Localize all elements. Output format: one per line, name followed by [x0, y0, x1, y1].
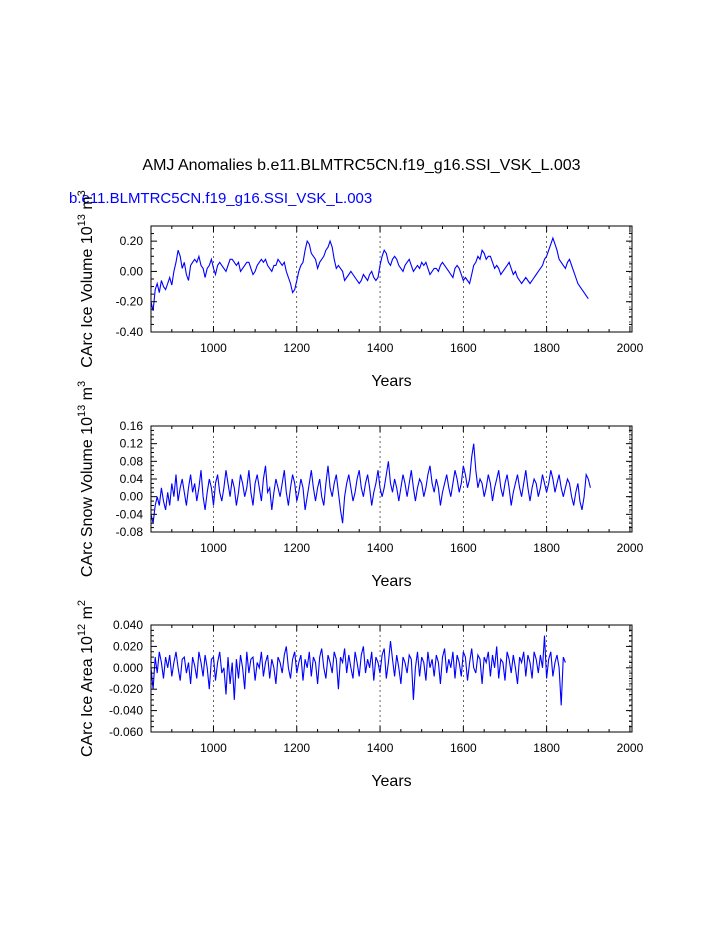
- x-tick-label: 2000: [617, 541, 644, 555]
- y-axis-label: CArc Ice Volume 1013 m3: [76, 190, 96, 368]
- x-tick-label: 1600: [450, 741, 477, 755]
- x-tick-label: 1600: [450, 541, 477, 555]
- y-tick-label: 0.16: [120, 419, 144, 433]
- y-tick-label: 0.000: [113, 661, 143, 675]
- x-axis-label: Years: [371, 373, 411, 390]
- data-series-line: [150, 635, 566, 706]
- y-tick-label: 0.040: [113, 618, 143, 632]
- x-tick-label: 1800: [533, 341, 560, 355]
- y-tick-label: 0.020: [113, 639, 143, 653]
- y-axis-label-unit-exponent: 2: [76, 600, 88, 606]
- y-axis-label-unit-exponent: 3: [76, 190, 88, 196]
- y-tick-label: -0.060: [109, 725, 143, 739]
- data-series-line: [150, 443, 591, 524]
- y-axis-label: CArc Snow Volume 1013 m3: [76, 381, 96, 577]
- ice-area-panel: 1000 1200 1400 1600 1800 2000 -0.060 -0.040 -0.0…: [76, 600, 644, 790]
- y-axis-label-unit: m: [79, 196, 96, 214]
- x-tick-label: 1400: [367, 541, 394, 555]
- y-axis-label-exponent: 13: [76, 214, 88, 226]
- y-tick-label: -0.020: [109, 682, 143, 696]
- x-tick-label: 1400: [367, 741, 394, 755]
- x-tick-label: 1400: [367, 341, 394, 355]
- x-tick-label: 1000: [200, 741, 227, 755]
- y-axis-label-unit: m: [79, 606, 96, 624]
- plot-frame: [150, 225, 633, 333]
- subtitle: b.e11.BLMTRC5CN.f19_g16.SSI_VSK_L.003: [69, 190, 373, 207]
- main-title: AMJ Anomalies b.e11.BLMTRC5CN.f19_g16.SS…: [142, 157, 581, 174]
- y-tick-label: -0.20: [116, 295, 144, 309]
- ice-volume-panel: 1000 1200 1400 1600 1800 2000 -0.40 -0.20 0.00 0.…: [76, 190, 644, 390]
- x-tick-label: 2000: [617, 741, 644, 755]
- y-tick-label: -0.040: [109, 704, 143, 718]
- y-tick-label: 0.08: [120, 454, 144, 468]
- y-axis-label-main: CArc Ice Volume 10: [79, 226, 96, 368]
- y-axis-label-main: CArc Snow Volume 10: [79, 417, 96, 577]
- x-tick-label: 1600: [450, 341, 477, 355]
- y-tick-label: -0.08: [116, 525, 144, 539]
- y-tick-label: 0.04: [120, 472, 144, 486]
- x-tick-label: 1000: [200, 541, 227, 555]
- y-tick-label: 0.00: [120, 490, 144, 504]
- y-tick-label: -0.04: [116, 507, 144, 521]
- y-tick-label: 0.20: [120, 234, 144, 248]
- y-axis-label-main: CArc Ice Area 10: [79, 636, 96, 757]
- x-axis-label: Years: [371, 773, 411, 790]
- y-axis-label-exponent: 12: [76, 624, 88, 636]
- x-tick-label: 1200: [283, 541, 310, 555]
- y-tick-label: 0.00: [120, 264, 144, 278]
- y-tick-label: 0.12: [120, 437, 144, 451]
- y-axis-label-exponent: 13: [76, 405, 88, 417]
- y-tick-label: -0.40: [116, 325, 144, 339]
- x-tick-label: 1800: [533, 741, 560, 755]
- y-axis-label-unit: m: [79, 387, 96, 405]
- data-series-line: [150, 236, 589, 311]
- y-axis-label-unit-exponent: 3: [76, 381, 88, 387]
- snow-volume-panel: 1000 1200 1400 1600 1800 2000 -0.08 -0.04 0.00 0.…: [76, 381, 644, 590]
- x-tick-label: 1200: [283, 741, 310, 755]
- x-axis-label: Years: [371, 573, 411, 590]
- x-tick-label: 2000: [617, 341, 644, 355]
- x-tick-label: 1800: [533, 541, 560, 555]
- y-axis-label: CArc Ice Area 1012 m2: [76, 600, 96, 757]
- x-tick-label: 1200: [283, 341, 310, 355]
- x-tick-label: 1000: [200, 341, 227, 355]
